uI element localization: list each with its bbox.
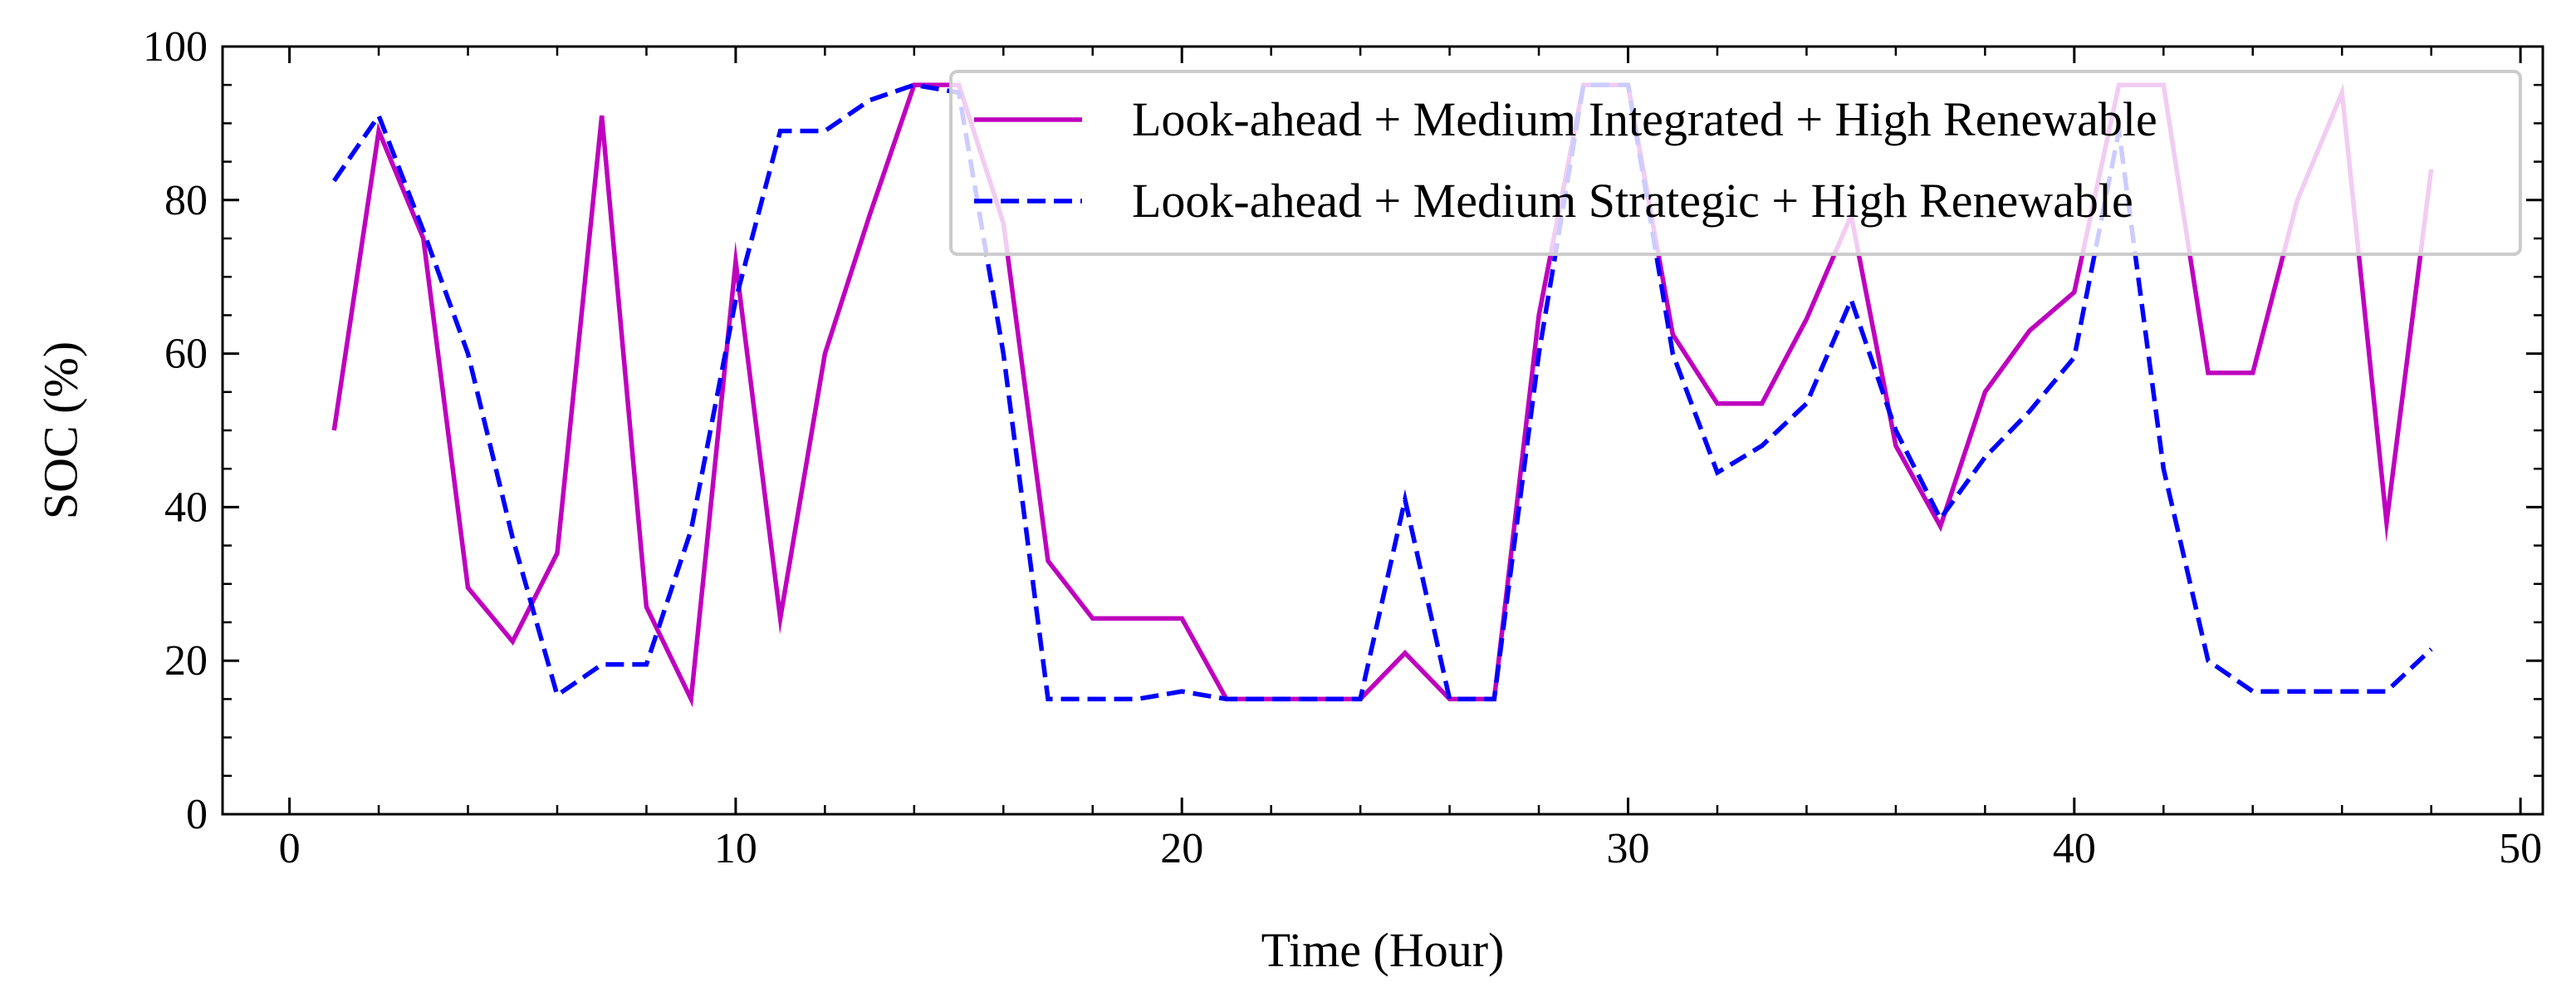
y-tick-label: 100 xyxy=(143,23,208,71)
x-tick-label: 50 xyxy=(2499,825,2542,872)
tick-labels: 0 10 20 30 40 50 0 20 40 60 80 100 xyxy=(143,23,2542,872)
series-lines xyxy=(331,82,2434,708)
x-tick-label: 0 xyxy=(279,825,301,872)
x-tick-label: 10 xyxy=(714,825,757,872)
plot-area-frame xyxy=(221,45,2544,816)
y-tick-label: 60 xyxy=(164,331,208,378)
x-axis-title: Time (Hour) xyxy=(1261,923,1505,977)
legend: Look-ahead + Medium Integrated + High Re… xyxy=(949,70,2522,256)
x-tick-label: 40 xyxy=(2053,825,2096,872)
x-tick-label: 30 xyxy=(1607,825,1650,872)
legend-label-1: Look-ahead + Medium Integrated + High Re… xyxy=(1132,92,2157,146)
legend-box xyxy=(949,70,2522,256)
series-line-2 xyxy=(332,82,2433,702)
y-tick-label: 40 xyxy=(164,484,208,531)
x-tick-label: 20 xyxy=(1160,825,1203,872)
y-tick-label: 80 xyxy=(164,177,208,224)
axis-ticks xyxy=(223,45,2543,816)
y-tick-label: 0 xyxy=(186,791,208,838)
legend-label-2: Look-ahead + Medium Strategic + High Ren… xyxy=(1132,174,2133,228)
y-axis-title: SOC (%) xyxy=(33,341,87,519)
y-tick-label: 20 xyxy=(164,637,208,685)
series-line-1 xyxy=(331,82,2434,708)
